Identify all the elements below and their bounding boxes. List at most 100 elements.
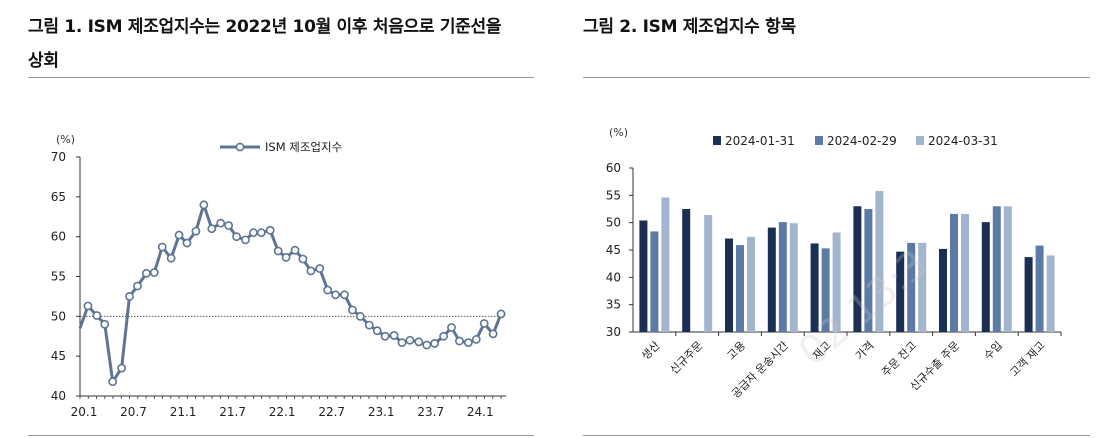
legend-label: 2024-02-29 [827,134,897,148]
y-tick-label: 70 [51,150,66,164]
figure-1-panel: 그림 1. ISM 제조업지수는 2022년 10월 이후 처음으로 기준선을 … [28,0,534,438]
bar [875,190,884,332]
data-point [380,331,390,341]
figure-2-bottom-rule [583,435,1090,436]
x-tick-label: 23.7 [417,405,444,419]
legend-swatch [713,136,721,145]
y-tick-label: 65 [51,190,66,204]
legend-label: ISM 제조업지수 [265,140,342,154]
data-point [248,228,258,238]
data-point [315,264,325,273]
bar [864,209,873,332]
data-point [256,228,266,238]
data-point [133,281,142,291]
bar [693,331,702,332]
bar [650,231,659,332]
x-tick-label: 가격 [853,339,877,363]
figure-1-title-line1: 그림 1. ISM 제조업지수는 2022년 10월 이후 처음으로 기준선을 [28,17,502,37]
data-point [125,292,134,301]
x-tick-label: 고객 재고 [1007,339,1047,379]
data-point [141,268,151,278]
y-tick-label: 60 [606,161,621,175]
bar [1035,245,1044,332]
data-point [191,226,201,236]
x-tick-label: 22.7 [318,405,345,419]
ism-line-chart: (%) 40 45 50 55 60 65 70 20.1 20.7 21.1 21.7 22.1 22.… [51,133,506,419]
data-point [348,305,357,315]
data-point [166,253,176,263]
legend-swatch [815,136,823,145]
data-point [439,331,448,341]
bar [810,243,819,332]
data-point [232,232,241,242]
data-point [199,200,209,210]
data-point [488,329,498,339]
bar [1046,255,1055,332]
bar [639,220,648,332]
bar [896,251,905,332]
data-point [92,311,102,320]
data-point [298,254,308,264]
data-point [422,340,432,350]
legend-label: 2024-01-31 [725,134,795,148]
y-unit-label: (%) [609,126,628,139]
data-point [447,323,456,332]
figure-1-bottom-rule [28,435,534,436]
y-tick-label: 30 [606,325,621,339]
series-line-ism [78,203,503,384]
bar [725,238,733,332]
data-point [149,268,159,277]
bar [1024,257,1033,332]
legend-marker [235,142,245,152]
y-tick-label: 40 [51,389,66,403]
data-point [372,326,382,336]
x-tick-label: 고용 [725,339,749,363]
y-tick-label: 45 [606,243,621,257]
data-point [224,221,234,230]
data-point [323,285,333,295]
data-point [496,309,506,319]
x-tick-label: 24.1 [467,405,494,419]
data-point [174,230,184,240]
bar [747,236,755,332]
bar [789,223,798,332]
bar [918,242,927,332]
data-point [241,235,250,245]
data-point [117,363,127,373]
y-tick-label: 60 [51,230,66,244]
x-tick-label: 신규주문 [668,339,706,377]
x-tick-label: 생산 [639,339,663,363]
data-point [397,338,407,348]
x-tick-label: 수입 [981,339,1005,363]
bar [939,248,947,332]
y-tick-label: 50 [51,309,66,323]
bar [778,222,787,332]
data-point [463,338,473,348]
data-point [290,245,300,255]
figure-2-panel: 그림 2. ISM 제조업지수 항목 (%) 30 35 40 45 50 55 60 생산 신규… [583,0,1090,438]
bar [961,213,969,332]
bar [704,215,713,332]
x-tick-label: 21.7 [219,405,246,419]
y-tick-label: 45 [51,349,66,363]
data-point [108,377,118,387]
y-tick-label: 55 [51,270,66,284]
bar [736,245,744,332]
figure-2-top-rule [583,77,1090,78]
legend-label: 2024-03-31 [928,134,998,148]
figure-2-title: 그림 2. ISM 제조업지수 항목 [583,17,796,37]
bar [1003,206,1012,332]
data-point [364,320,374,330]
y-unit-label: (%) [56,133,75,146]
data-point [405,335,415,345]
data-point [389,331,399,340]
data-point [265,225,275,235]
y-tick-label: 35 [606,298,621,312]
figure-1-title: 그림 1. ISM 제조업지수는 2022년 10월 이후 처음으로 기준선을 … [28,10,502,78]
x-tick-label: 21.1 [170,405,197,419]
data-point [281,252,291,262]
x-tick-label: 23.1 [368,405,395,419]
x-tick-label: 22.1 [269,405,296,419]
data-point [182,238,192,248]
x-tick-label: 20.7 [120,405,147,419]
